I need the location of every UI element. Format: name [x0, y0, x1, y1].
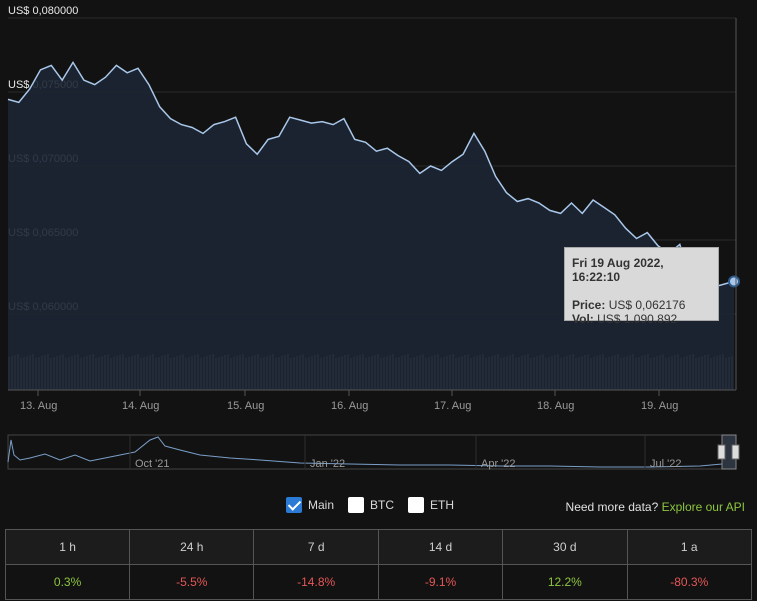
period-header: 1 a — [626, 529, 752, 565]
performance-table: 1 h 24 h 7 d 14 d 30 d 1 a 0.3% -5.5% -1… — [4, 529, 752, 600]
navigator-handle-left[interactable] — [717, 444, 726, 460]
x-tick-label: 19. Aug — [641, 400, 678, 412]
x-tick-label: 15. Aug — [227, 400, 264, 412]
change-value: 0.3% — [4, 564, 131, 600]
change-value: -80.3% — [626, 564, 752, 600]
price-chart[interactable]: US$ 0,080000US$ 0,075000US$ 0,070000US$ … — [0, 0, 757, 480]
change-value: -14.8% — [253, 564, 379, 600]
period-header: 24 h — [129, 529, 255, 565]
x-tick-label: 16. Aug — [331, 400, 368, 412]
checkbox-checked-icon[interactable] — [286, 497, 302, 513]
period-header: 7 d — [253, 529, 379, 565]
change-value: 12.2% — [502, 564, 628, 600]
legend-main[interactable]: Main — [286, 497, 334, 513]
x-tick-label: 18. Aug — [537, 400, 574, 412]
navigator-handle-right[interactable] — [731, 444, 740, 460]
hover-point-marker — [728, 275, 740, 288]
api-promo-text: Need more data? — [565, 500, 659, 514]
navigator-tick-label: Oct '21 — [135, 458, 170, 470]
navigator-line — [7, 436, 737, 468]
api-promo: Need more data? Explore our API — [566, 500, 745, 514]
x-tick-label: 13. Aug — [20, 400, 57, 412]
y-tick-label: US$ 0,080000 — [8, 5, 78, 17]
legend-eth-label: ETH — [430, 498, 455, 512]
tooltip-vol-value: US$ 1.090.892 — [597, 312, 678, 326]
change-value: -5.5% — [129, 564, 255, 600]
legend-btc[interactable]: BTC — [348, 497, 394, 513]
price-tooltip: Fri 19 Aug 2022, 16:22:10 Price: US$ 0,0… — [564, 247, 719, 326]
legend-main-label: Main — [308, 498, 335, 512]
checkbox-unchecked-icon[interactable] — [348, 497, 365, 513]
legend-btc-label: BTC — [370, 498, 395, 512]
series-legend: Main BTC ETH — [286, 497, 468, 513]
x-tick-label: 14. Aug — [122, 400, 159, 412]
x-axis-labels: 13. Aug 14. Aug 15. Aug 16. Aug 17. Aug 18. A… — [20, 390, 678, 412]
change-value: -9.1% — [377, 564, 504, 600]
legend-eth[interactable]: ETH — [408, 497, 454, 513]
tooltip-vol-label: Vol: — [572, 312, 594, 326]
performance-header-row: 1 h 24 h 7 d 14 d 30 d 1 a — [4, 529, 752, 565]
period-header: 14 d — [377, 529, 504, 565]
tooltip-price-value: US$ 0,062176 — [608, 298, 686, 312]
navigator-tick-label: Jan '22 — [310, 458, 345, 470]
tooltip-price-label: Price: — [572, 298, 606, 312]
navigator-frame[interactable] — [7, 434, 737, 470]
navigator-ticks: Oct '21 Jan '22 Apr '22 Jul '22 — [129, 435, 681, 470]
x-tick-label: 17. Aug — [434, 400, 471, 412]
price-line — [7, 60, 735, 298]
performance-value-row: 0.3% -5.5% -14.8% -9.1% 12.2% -80.3% — [4, 564, 752, 600]
navigator-tick-label: Jul '22 — [650, 458, 681, 470]
explore-api-link[interactable]: Explore our API — [661, 500, 745, 514]
checkbox-unchecked-icon[interactable] — [408, 497, 425, 513]
period-header: 30 d — [502, 529, 628, 565]
price-area — [8, 62, 734, 391]
tooltip-date: Fri 19 Aug 2022, 16:22:10 — [572, 256, 664, 284]
navigator-tick-label: Apr '22 — [481, 458, 516, 470]
period-header: 1 h — [4, 529, 131, 565]
